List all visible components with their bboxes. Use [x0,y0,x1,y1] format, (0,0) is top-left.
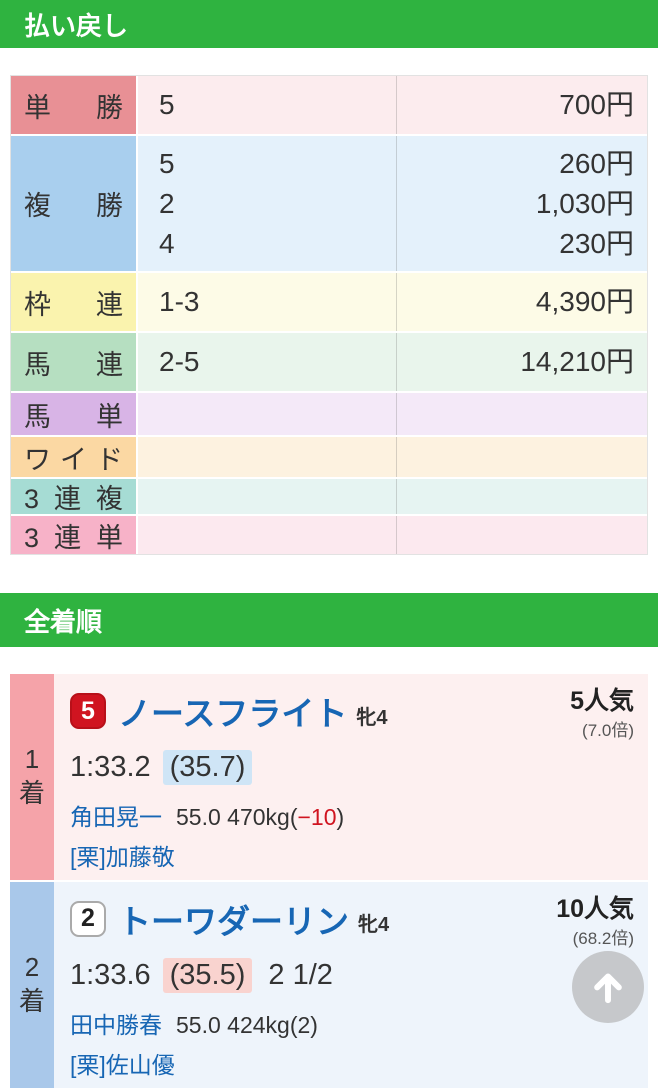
combo-value: 4 [159,227,175,259]
payout-amount: 4,390円 [535,286,634,317]
payout-row-umatan: 馬単 [11,393,647,437]
weight-diff: −10 [297,803,337,830]
bet-type-label: 3連単 [11,516,138,554]
payout-section-header: 払い戻し [0,0,658,48]
horse-name-link[interactable]: トーワダーリン [118,902,349,940]
sex-age-label: 牝4 [356,706,388,729]
jockey-link[interactable]: 田中勝春 [70,1011,162,1038]
weight-info: 55.0 470kg( [176,803,298,830]
combo-value: 1-3 [159,286,200,317]
trainer-link[interactable]: [栗]佐山優 [70,1051,175,1078]
payout-row-umaren: 馬連 2-5 14,210円 [11,333,647,393]
up-arrow-icon [587,966,629,1008]
result-entry: 2 着 2 トーワダーリン 牝4 10人気 (68.2倍) 1:33.6 (35… [10,881,648,1090]
combo-value: 5 [159,89,175,120]
result-entry: 1 着 5 ノースフライト 牝4 5人気 (7.0倍) 1:33.2 (35.7… [10,674,648,882]
payout-amount: 230円 [559,227,634,259]
bet-type-label: 馬連 [11,333,138,391]
bet-type-label: ワイド [11,437,138,477]
finish-time: 1:33.2 [70,750,151,783]
horse-name-link[interactable]: ノースフライト [118,695,348,732]
payout-row-fukusho: 複勝 5 2 4 260円 1,030円 230円 [11,136,647,273]
payout-table: 単勝 5 700円 複勝 5 2 4 260円 1,030円 230円 枠連 1… [10,75,648,555]
place-badge: 2 着 [10,881,54,1088]
last-3f-time: (35.5) [162,957,253,993]
payout-amount: 1,030円 [535,187,634,219]
payout-row-sanrentan: 3連単 [11,516,647,554]
payout-row-wide: ワイド [11,437,647,479]
trainer-link[interactable]: [栗]加藤敬 [70,843,175,870]
scroll-top-button[interactable] [572,951,644,1023]
bet-type-label: 3連複 [11,479,138,514]
popularity-label: 10人気 [556,894,634,923]
payout-amount: 700円 [559,89,634,120]
combo-value: 2-5 [159,346,200,377]
weight-info: 55.0 424kg( [176,1011,298,1038]
popularity-label: 5人気 [570,687,634,715]
weight-diff: 2 [297,1011,311,1038]
margin-label: 2 1/2 [268,958,333,991]
payout-row-tansho: 単勝 5 700円 [11,76,647,136]
results-section-header: 全着順 [0,593,658,647]
combo-value: 2 [159,187,175,219]
payout-row-sanrenpuku: 3連複 [11,479,647,516]
place-badge: 1 着 [10,674,54,880]
combo-value: 5 [159,147,175,179]
payout-amount: 260円 [559,147,634,179]
odds-label: (7.0倍) [582,720,634,740]
jockey-link[interactable]: 角田晃一 [70,803,162,830]
bet-type-label: 枠連 [11,273,138,331]
payout-section-title: 払い戻し [24,10,129,41]
results-list: 1 着 5 ノースフライト 牝4 5人気 (7.0倍) 1:33.2 (35.7… [10,674,648,1090]
results-section-title: 全着順 [24,606,103,637]
bet-type-label: 複勝 [11,136,138,271]
payout-amount: 14,210円 [520,346,634,377]
bet-type-label: 単勝 [11,76,138,134]
sex-age-label: 牝4 [358,914,390,937]
last-3f-time: (35.7) [162,749,253,785]
horse-number-badge: 2 [70,900,106,937]
odds-label: (68.2倍) [572,928,634,948]
payout-row-wakuren: 枠連 1-3 4,390円 [11,273,647,333]
bet-type-label: 馬単 [11,393,138,435]
finish-time: 1:33.6 [70,958,151,991]
horse-number-badge: 5 [70,693,106,729]
